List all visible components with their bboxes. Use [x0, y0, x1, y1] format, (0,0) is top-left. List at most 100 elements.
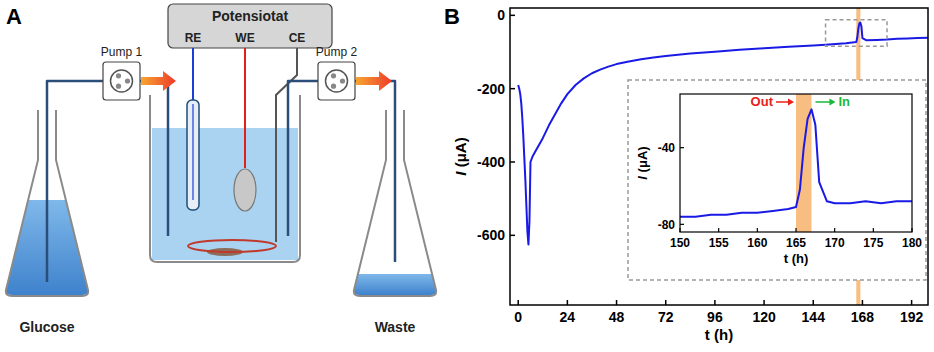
y-axis-title-unit: (μA) [635, 146, 650, 176]
figure: APotensiotatREWECEGlucoseWastePump 1Pump… [0, 0, 934, 352]
pump-box [318, 62, 355, 100]
y-tick-label: -200 [477, 81, 505, 97]
pump-label: Pump 1 [101, 45, 143, 59]
x-tick-label: 0 [514, 309, 522, 325]
flow-arrow [141, 71, 176, 91]
x-tick [718, 228, 719, 232]
x-tick [873, 228, 874, 232]
inset-chart: 150155160165170175180-80-40t (h)I (μA)Ou… [635, 94, 922, 266]
x-tick [567, 300, 569, 305]
y-tick [680, 147, 684, 148]
pump-roller [125, 78, 130, 83]
flask-label: Glucose [19, 319, 74, 335]
re-inner-wire [192, 104, 193, 200]
x-tick-label: 170 [825, 236, 845, 250]
pump-roller [331, 84, 336, 89]
zoom-box [826, 20, 887, 46]
ce-wire [276, 48, 297, 242]
x-tick [665, 300, 667, 305]
pump-roller [116, 84, 121, 89]
panel-a: APotensiotatREWECEGlucoseWastePump 1Pump… [6, 4, 436, 335]
inset-frame [628, 80, 926, 280]
annotation: Out [751, 94, 774, 109]
x-tick-label: 160 [747, 236, 767, 250]
flask-liquid [354, 274, 436, 295]
x-tick [795, 228, 796, 232]
y-axis-title: I (μA) [635, 146, 650, 179]
re-wire [192, 48, 194, 100]
electrode-label: RE [185, 31, 202, 45]
y-axis-title: I (μA) [452, 137, 469, 175]
y-tick-label: -40 [658, 141, 676, 155]
data-line [680, 109, 912, 216]
plot-area [518, 8, 928, 305]
x-tick [911, 228, 912, 232]
x-tick-label: 180 [902, 236, 922, 250]
y-tick-label: -400 [477, 154, 505, 170]
x-tick-label: 192 [900, 309, 924, 325]
x-tick [834, 228, 835, 232]
y-tick [510, 235, 515, 237]
x-tick [679, 228, 680, 232]
counter-electrode [188, 240, 276, 252]
x-tick-label: 96 [707, 309, 723, 325]
x-axis-title: t (h) [705, 326, 733, 343]
annotation-arrow [815, 101, 831, 103]
x-tick [813, 300, 815, 305]
x-tick-label: 24 [560, 309, 576, 325]
potentiostat-label: Potensiotat [212, 8, 289, 24]
x-tick-label: 175 [863, 236, 883, 250]
working-electrode [234, 169, 256, 211]
data-line [518, 23, 928, 245]
x-axis-title: t (h) [784, 251, 809, 266]
pump-box [103, 62, 140, 100]
x-tick-label: 155 [709, 236, 729, 250]
main-chart: 0 24 48 72 96 120 144 168 192 -600 -400 -200 0 t (h) I… [444, 4, 928, 343]
potentiostat-box [168, 4, 332, 48]
annotation: In [838, 94, 850, 109]
y-tick-label: -600 [477, 227, 505, 243]
y-axis-title-unit: (μA) [452, 137, 469, 171]
x-tick-label: 120 [752, 309, 776, 325]
flow-arrow [356, 71, 392, 91]
pump-roller [331, 73, 336, 78]
tube [355, 81, 395, 262]
x-tick [517, 300, 519, 305]
x-tick [763, 300, 765, 305]
pump-rotor [326, 70, 348, 92]
x-tick-label: 150 [670, 236, 690, 250]
plot-area [680, 94, 912, 232]
tube [140, 81, 168, 236]
panel-letter: B [444, 4, 460, 29]
y-tick [510, 15, 515, 17]
x-tick [911, 300, 913, 305]
plot-frame [680, 94, 912, 232]
pump-roller [116, 73, 121, 78]
electrode-label: WE [235, 31, 254, 45]
tube [288, 81, 318, 236]
y-tick-label: 0 [497, 7, 505, 23]
we-wire [244, 48, 246, 168]
y-tick [680, 224, 684, 225]
tube [47, 81, 103, 282]
plot-frame [510, 8, 928, 305]
annotation-arrowhead [829, 99, 835, 106]
annotation-arrowhead [788, 99, 794, 106]
y-tick [510, 161, 515, 163]
x-tick [862, 300, 864, 305]
beaker [150, 95, 300, 262]
x-tick [616, 300, 618, 305]
x-tick [714, 300, 716, 305]
y-tick-label: -80 [658, 218, 676, 232]
x-tick [757, 228, 758, 232]
pump-label: Pump 2 [316, 45, 358, 59]
y-tick [510, 88, 515, 90]
electrode-label: CE [289, 31, 306, 45]
plot-background [680, 94, 912, 232]
panel-letter: A [6, 4, 22, 29]
pump-rotor [111, 70, 133, 92]
x-tick-label: 48 [609, 309, 625, 325]
x-tick-label: 144 [802, 309, 826, 325]
x-tick-label: 72 [658, 309, 674, 325]
x-tick-label: 168 [851, 309, 875, 325]
